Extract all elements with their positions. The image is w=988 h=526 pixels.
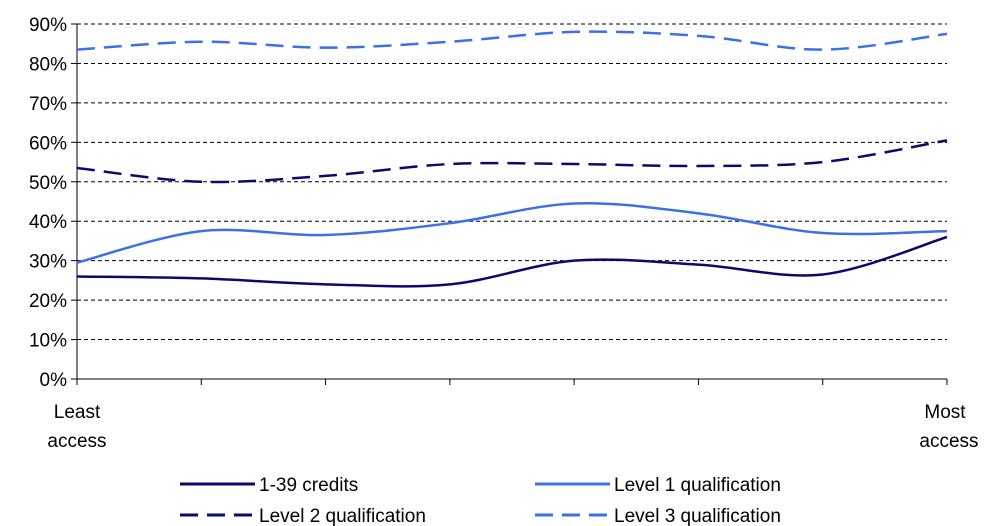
legend-label-level-1: Level 1 qualification xyxy=(614,475,781,496)
series-line-level-1-qualification xyxy=(76,201,948,264)
series-line-1-39-credits xyxy=(76,235,948,288)
y-tick-label: 20% xyxy=(29,291,67,312)
legend-label-level-3: Level 3 qualification xyxy=(614,506,781,526)
y-tick-label: 80% xyxy=(29,54,67,75)
y-tick-label: 40% xyxy=(29,212,67,233)
y-tick-label: 70% xyxy=(29,94,67,115)
x-axis-ticks xyxy=(76,379,948,385)
x-label-least-line2: access xyxy=(47,431,106,452)
series-lines xyxy=(76,30,948,288)
y-tick-label: 60% xyxy=(29,133,67,154)
gridlines xyxy=(77,23,947,341)
legend-label-level-2: Level 2 qualification xyxy=(259,506,426,526)
axes xyxy=(76,24,947,380)
y-tick-label: 10% xyxy=(29,331,67,352)
y-tick-label: 50% xyxy=(29,173,67,194)
series-line-level-3-qualification xyxy=(76,30,948,51)
series-line-level-2-qualification xyxy=(76,139,948,184)
x-label-most-line1: Most xyxy=(924,402,966,423)
y-axis-ticks: 0% 10% 20% 30% 40% 50% 60% 70% 80% 90% xyxy=(29,15,77,391)
x-label-least-line1: Least xyxy=(54,402,101,423)
legend: 1-39 credits Level 1 qualification Level… xyxy=(180,475,781,526)
legend-label-1-39-credits: 1-39 credits xyxy=(259,475,358,496)
x-label-most-line2: access xyxy=(919,431,978,452)
y-tick-label: 30% xyxy=(29,252,67,273)
y-tick-label: 0% xyxy=(40,370,68,391)
y-tick-label: 90% xyxy=(29,15,67,36)
x-axis-labels: Least access Most access xyxy=(47,402,978,452)
